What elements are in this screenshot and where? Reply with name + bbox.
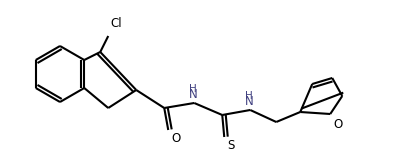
Text: H: H: [189, 84, 197, 94]
Text: N: N: [189, 88, 198, 101]
Text: Cl: Cl: [110, 17, 122, 30]
Text: O: O: [333, 118, 342, 131]
Text: N: N: [245, 95, 253, 108]
Text: H: H: [245, 91, 253, 101]
Text: S: S: [227, 139, 235, 152]
Text: O: O: [171, 132, 180, 145]
